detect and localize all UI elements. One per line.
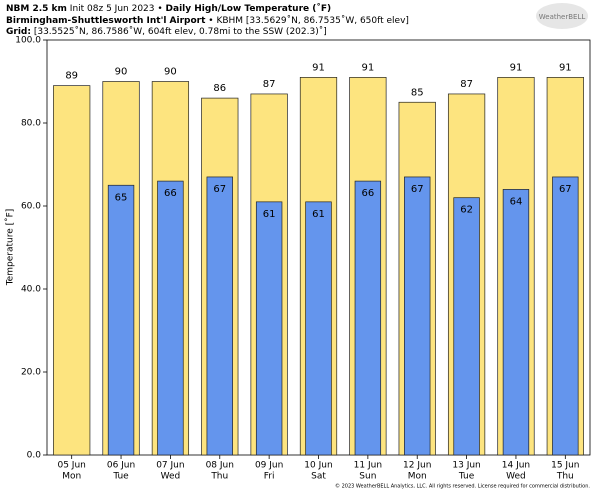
- bar: [305, 201, 332, 456]
- x-tick-label: Mon: [408, 472, 427, 482]
- y-tick-label: 20.0: [21, 368, 41, 378]
- x-tick-label: 06 Jun: [107, 461, 135, 471]
- value-label: 66: [361, 188, 374, 199]
- x-tick-label: 13 Jun: [452, 461, 480, 471]
- grid-label: Grid:: [6, 27, 31, 37]
- x-tick-label: 14 Jun: [502, 461, 530, 471]
- bar: [552, 176, 579, 456]
- value-label: 66: [164, 188, 177, 199]
- init: Init 08z 5 Jun 2023 •: [70, 4, 163, 14]
- grid-details: [33.5525˚N, 86.7586˚W, 604ft elev, 0.78m…: [34, 26, 327, 37]
- value-label: 62: [460, 205, 473, 216]
- value-label: 61: [312, 209, 325, 220]
- y-tick-label: 0.0: [27, 451, 42, 461]
- header-line: Birmingham-Shuttlesworth Int'l Airport •…: [6, 15, 409, 26]
- model: NBM 2.5 km: [6, 4, 67, 14]
- bar: [404, 176, 431, 456]
- value-label: 67: [213, 184, 226, 195]
- x-tick-label: Wed: [161, 472, 181, 482]
- x-tick-label: Thu: [210, 472, 228, 482]
- bar: [255, 201, 283, 456]
- header-line: NBM 2.5 km Init 08z 5 Jun 2023 • Daily H…: [6, 3, 331, 14]
- value-label: 91: [361, 62, 374, 73]
- bar: [206, 176, 233, 456]
- value-label: 90: [164, 67, 177, 78]
- x-tick-label: Tue: [458, 472, 475, 482]
- value-label: 90: [115, 67, 128, 78]
- value-label: 67: [559, 184, 572, 195]
- value-label: 85: [411, 87, 424, 98]
- x-tick-label: Fri: [264, 472, 275, 482]
- value-label: 64: [510, 196, 523, 207]
- y-tick-label: 100.0: [15, 36, 41, 46]
- x-tick-label: 10 Jun: [304, 461, 332, 471]
- value-label: 61: [263, 209, 276, 220]
- value-label: 91: [559, 62, 572, 73]
- value-label: 91: [312, 62, 325, 73]
- x-tick-label: 11 Jun: [354, 461, 382, 471]
- header-line: Grid: [33.5525˚N, 86.7586˚W, 604ft elev,…: [6, 26, 327, 37]
- y-axis-label: Temperature [˚F]: [5, 209, 16, 287]
- y-tick-label: 60.0: [21, 202, 41, 212]
- bar: [453, 197, 480, 456]
- value-label: 87: [263, 79, 276, 90]
- x-tick-label: 15 Jun: [551, 461, 579, 471]
- logo: WeatherBELL: [539, 13, 586, 21]
- x-tick-label: 05 Jun: [57, 461, 85, 471]
- bar: [354, 180, 382, 456]
- value-label: 67: [411, 184, 424, 195]
- x-tick-label: Tue: [112, 472, 129, 482]
- x-tick-label: 12 Jun: [403, 461, 431, 471]
- x-tick-label: 08 Jun: [206, 461, 234, 471]
- product: Daily High/Low Temperature (˚F): [166, 3, 332, 14]
- logo-shape: [536, 3, 588, 29]
- value-label: 86: [213, 83, 226, 94]
- x-tick-label: 09 Jun: [255, 461, 283, 471]
- bar: [157, 180, 184, 456]
- value-label: 65: [115, 192, 128, 203]
- x-tick-label: Sat: [311, 472, 326, 482]
- y-tick-label: 40.0: [21, 285, 41, 295]
- bar: [53, 85, 91, 456]
- value-label: 89: [65, 71, 78, 82]
- footer: © 2023 WeatherBELL Analytics, LLC. All r…: [335, 483, 590, 490]
- station-details: • KBHM [33.5629˚N, 86.7535˚W, 650ft elev…: [208, 15, 409, 26]
- x-tick-label: Wed: [506, 472, 526, 482]
- x-tick-label: Sun: [359, 472, 376, 482]
- value-label: 91: [510, 62, 523, 73]
- x-tick-label: Thu: [556, 472, 574, 482]
- station: Birmingham-Shuttlesworth Int'l Airport: [6, 16, 206, 26]
- value-label: 87: [460, 79, 473, 90]
- bar: [502, 189, 530, 456]
- bar: [107, 184, 135, 456]
- x-tick-label: Mon: [62, 472, 81, 482]
- x-tick-label: 07 Jun: [156, 461, 184, 471]
- y-tick-label: 80.0: [21, 119, 41, 129]
